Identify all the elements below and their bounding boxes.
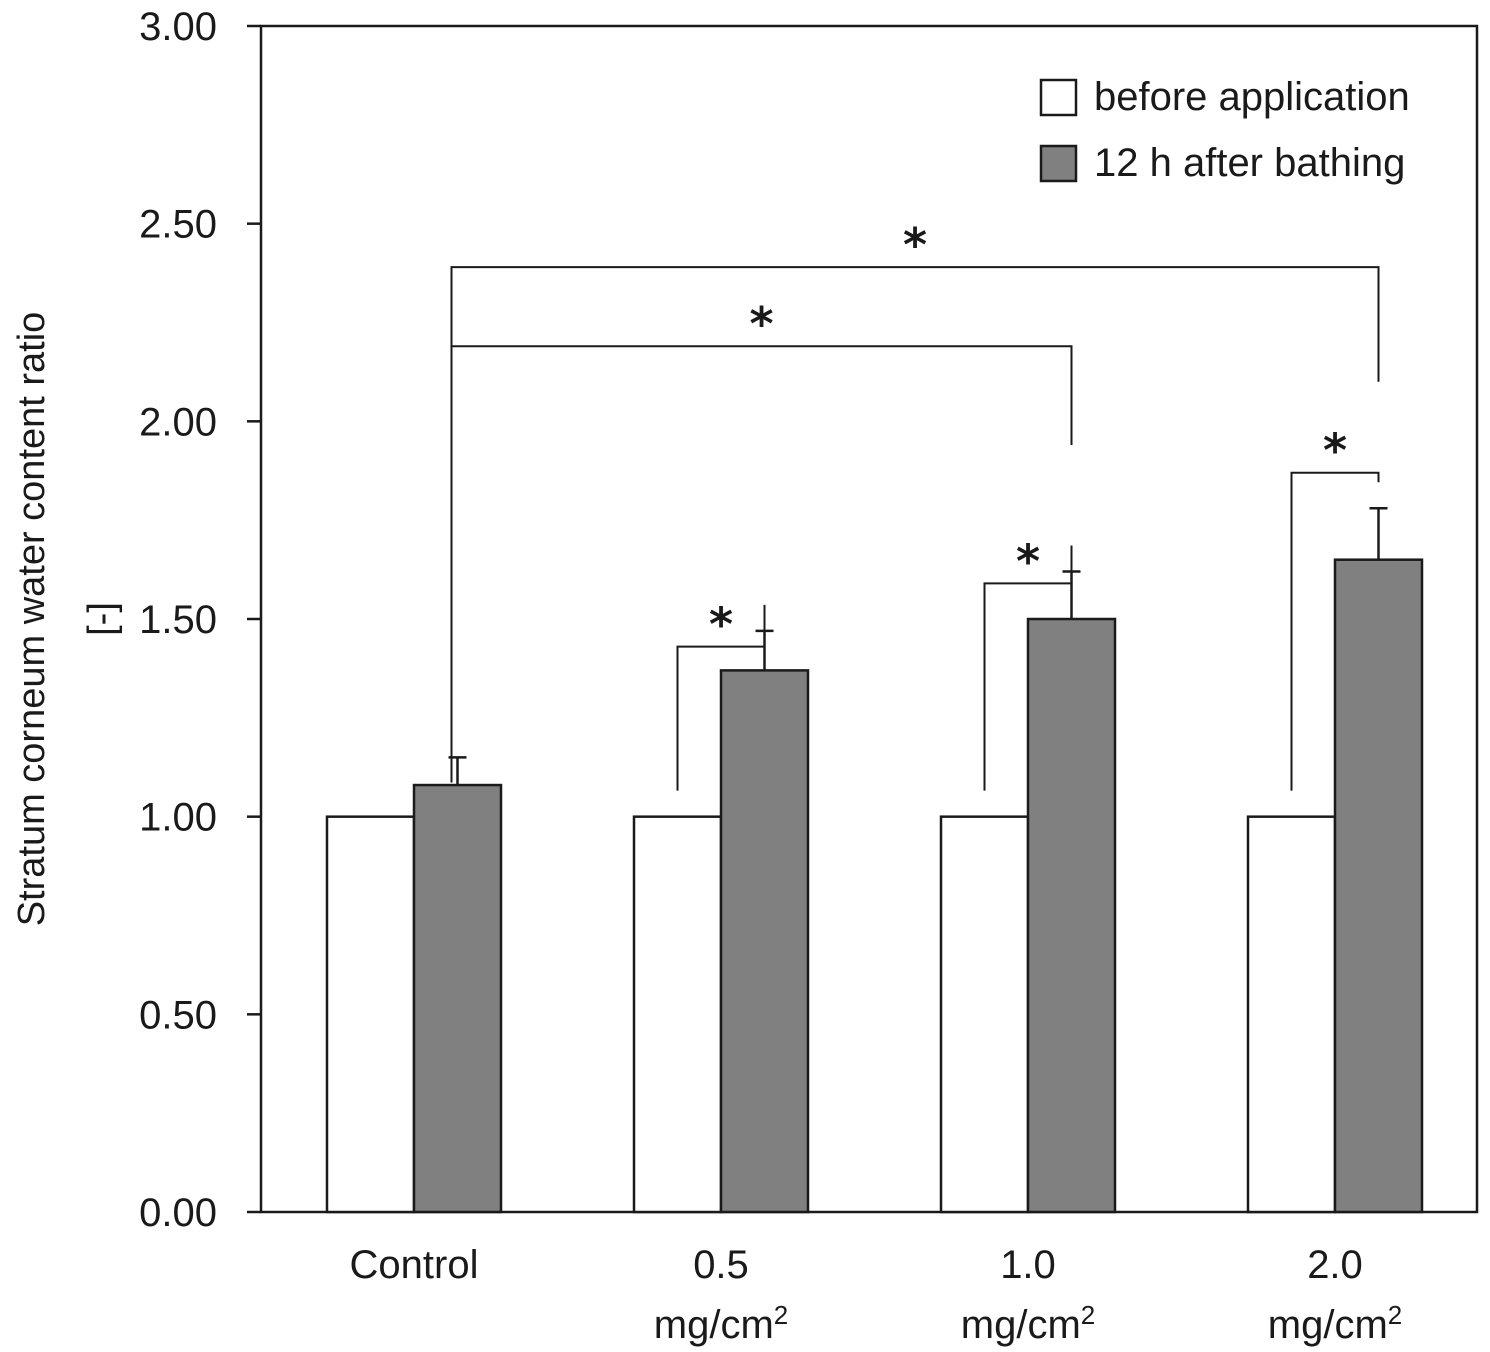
bar-series0-cat2 [939,815,1030,1214]
x-label-cat3: 2.0 [1307,1243,1363,1287]
x-label-cat1: 0.5 [693,1243,749,1287]
significance-bracket-1 [983,545,1073,791]
bar-series1-cat1 [719,669,810,1214]
bar-series1-cat0 [412,783,503,1214]
bar-series0-cat3 [1246,815,1337,1214]
x-unit-label-cat2: mg/cm2 [961,1300,1095,1347]
bar-series1-cat2 [1026,617,1117,1214]
x-unit-label-cat3: mg/cm2 [1268,1300,1402,1347]
y-tick-label-6: 3.00 [139,5,217,49]
y-tick-label-5: 2.50 [139,203,217,247]
x-axis-labels: Control 0.5 mg/cm2 1.0 mg/cm2 2.0 mg/cm2 [350,1243,1403,1347]
y-axis-ticks: 0.00 0.50 1.00 1.50 2.00 2.50 3.00 [139,5,261,1235]
significance-brackets: * * * * * [450,218,1380,791]
legend-label-12h-after-bathing: 12 h after bathing [1094,141,1405,185]
bar-series1-cat3 [1333,558,1424,1214]
x-unit-label-cat1: mg/cm2 [654,1300,788,1347]
y-tick-label-1: 0.50 [139,993,217,1037]
x-label-cat0: Control [350,1243,479,1287]
significance-star-0: * [709,598,733,652]
significance-star-3: * [749,297,773,351]
legend-swatch-12h-after-bathing [1039,144,1078,183]
y-axis-title-line1: Stratum corneum water content ratio [11,312,53,927]
bars [325,507,1424,1214]
legend-label-before-application: before application [1094,75,1410,119]
y-axis-title-line2: [-] [81,602,123,636]
bar-series0-cat1 [632,815,723,1214]
legend-swatch-before-application [1039,78,1078,117]
bar-series0-cat0 [325,815,416,1214]
y-tick-label-0: 0.00 [139,1191,217,1235]
significance-bracket-2 [1290,471,1380,791]
x-label-cat2: 1.0 [1000,1243,1056,1287]
significance-bracket-4 [450,266,1380,783]
significance-star-2: * [1323,424,1347,478]
y-tick-label-3: 1.50 [139,598,217,642]
legend: before application 12 h after bathing [1039,75,1410,185]
significance-bracket-0 [676,604,766,791]
y-tick-label-2: 1.00 [139,796,217,840]
significance-star-4: * [903,218,927,272]
y-tick-label-4: 2.00 [139,400,217,444]
significance-star-1: * [1016,534,1040,588]
